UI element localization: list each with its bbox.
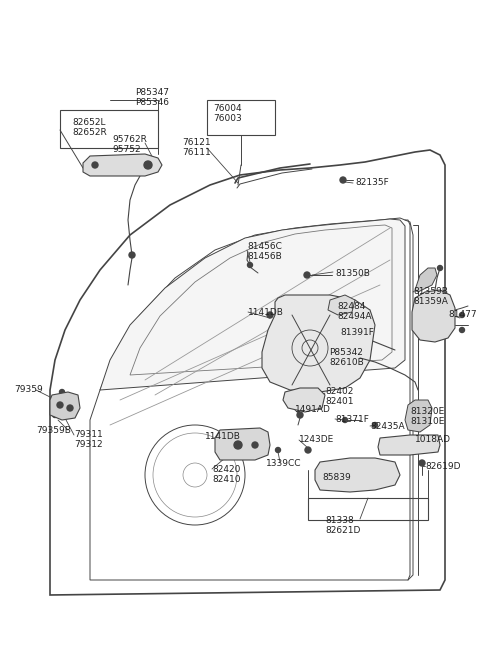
Circle shape — [297, 412, 303, 418]
Text: 82484
82494A: 82484 82494A — [337, 302, 372, 321]
Circle shape — [144, 161, 152, 169]
Circle shape — [60, 390, 64, 394]
Circle shape — [248, 262, 252, 268]
Text: 95762R
95752: 95762R 95752 — [112, 135, 147, 154]
Text: 82420
82410: 82420 82410 — [212, 465, 240, 484]
Circle shape — [459, 327, 465, 333]
Text: P85347
P85346: P85347 P85346 — [135, 88, 169, 108]
Circle shape — [67, 405, 73, 411]
Circle shape — [372, 422, 377, 428]
Text: 1243DE: 1243DE — [299, 435, 334, 444]
Circle shape — [437, 266, 443, 270]
Text: 85839: 85839 — [322, 473, 351, 482]
Text: 81371F: 81371F — [335, 415, 369, 424]
Bar — [60, 110, 158, 148]
Text: 82135F: 82135F — [355, 178, 389, 187]
Polygon shape — [283, 388, 325, 412]
Text: 82619D: 82619D — [425, 462, 460, 471]
Circle shape — [267, 312, 273, 318]
Text: 81350B: 81350B — [335, 269, 370, 278]
Text: 81338
82621D: 81338 82621D — [325, 516, 360, 535]
Text: 81359B
81359A: 81359B 81359A — [413, 287, 448, 306]
Polygon shape — [83, 154, 162, 176]
Polygon shape — [262, 295, 375, 392]
Polygon shape — [415, 268, 437, 292]
Text: 1141DB: 1141DB — [205, 432, 241, 441]
Polygon shape — [315, 458, 400, 492]
Text: 1018AD: 1018AD — [415, 435, 451, 444]
Text: 79359B: 79359B — [36, 426, 71, 435]
Circle shape — [129, 252, 135, 258]
Text: 81391F: 81391F — [340, 328, 374, 337]
Polygon shape — [412, 290, 455, 342]
Text: 1339CC: 1339CC — [266, 459, 301, 468]
Text: 79359: 79359 — [14, 385, 43, 394]
Text: 82435A: 82435A — [370, 422, 405, 431]
Polygon shape — [328, 295, 355, 315]
Polygon shape — [378, 435, 440, 455]
Text: 81320E
81310E: 81320E 81310E — [410, 407, 444, 426]
Circle shape — [343, 417, 348, 422]
Polygon shape — [405, 400, 432, 432]
Circle shape — [276, 447, 280, 453]
Text: 76121
76111: 76121 76111 — [182, 138, 211, 157]
Polygon shape — [50, 392, 80, 420]
Text: 1491AD: 1491AD — [295, 405, 331, 414]
Circle shape — [252, 442, 258, 448]
Circle shape — [459, 312, 465, 318]
Circle shape — [340, 177, 346, 183]
Circle shape — [57, 402, 63, 408]
Text: 82652L
82652R: 82652L 82652R — [72, 118, 107, 137]
Text: P85342
82610B: P85342 82610B — [329, 348, 364, 367]
Circle shape — [419, 460, 425, 466]
Circle shape — [92, 162, 98, 168]
Bar — [207, 100, 275, 135]
Circle shape — [304, 272, 310, 278]
Text: 81456C
81456B: 81456C 81456B — [247, 242, 282, 261]
Text: 81477: 81477 — [448, 310, 477, 319]
Polygon shape — [100, 219, 405, 390]
Text: 76004
76003: 76004 76003 — [213, 104, 242, 123]
Circle shape — [52, 413, 58, 417]
Circle shape — [305, 447, 311, 453]
Text: 1141DB: 1141DB — [248, 308, 284, 317]
Bar — [308, 498, 428, 520]
Text: 82402
82401: 82402 82401 — [325, 387, 353, 407]
Circle shape — [234, 441, 242, 449]
Text: 79311
79312: 79311 79312 — [74, 430, 103, 449]
Polygon shape — [215, 428, 270, 460]
